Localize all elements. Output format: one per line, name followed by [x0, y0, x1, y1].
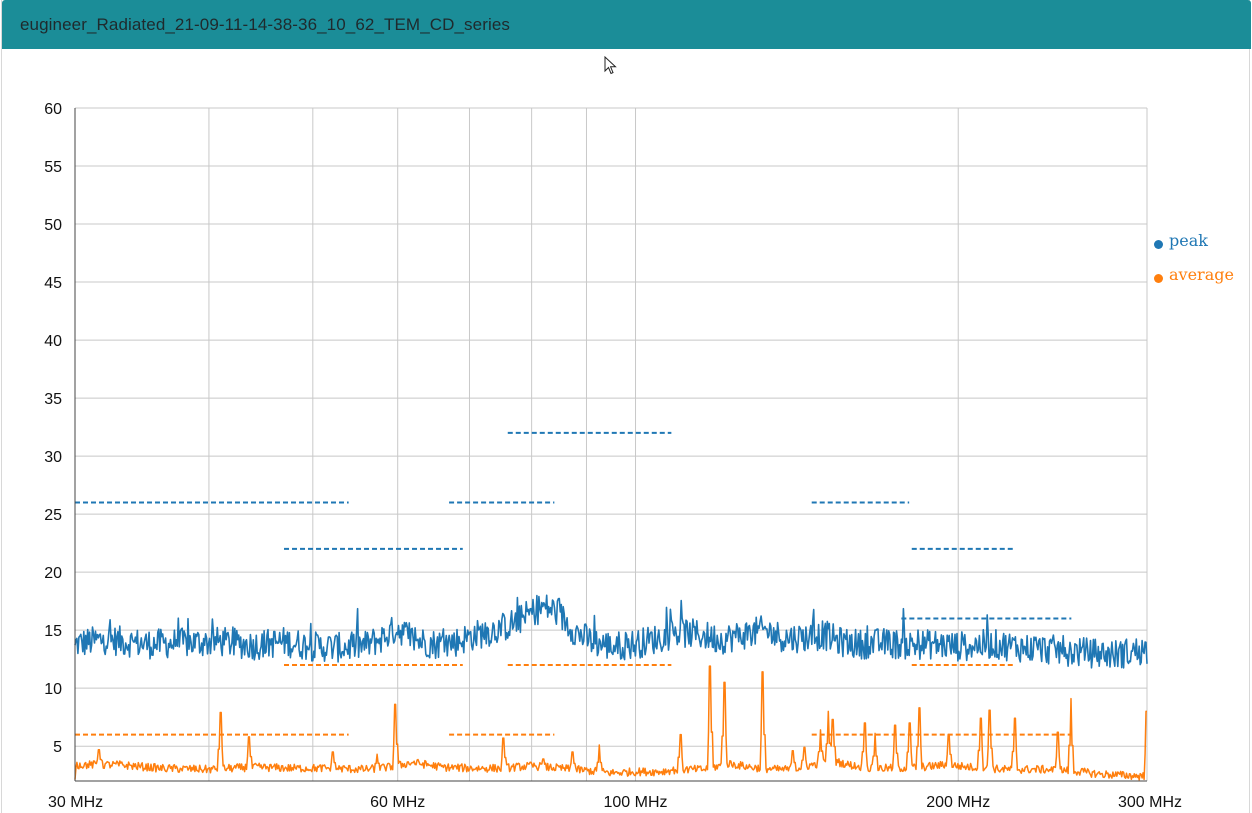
window-title: eugineer_Radiated_21-09-11-14-38-36_10_6…	[20, 15, 510, 34]
legend-label-peak: peak	[1169, 231, 1208, 250]
title-bar: eugineer_Radiated_21-09-11-14-38-36_10_6…	[2, 0, 1251, 49]
y-tick-label: 20	[44, 565, 62, 582]
y-tick-label: 15	[44, 623, 62, 640]
chart-axes	[74, 108, 1147, 782]
x-tick-label: 30 MHz	[48, 794, 103, 811]
y-tick-label: 25	[44, 507, 62, 524]
y-tick-label: 55	[44, 159, 62, 176]
y-tick-label: 40	[44, 333, 62, 350]
y-tick-label: 60	[44, 101, 62, 118]
x-tick-label: 60 MHz	[370, 794, 425, 811]
chart-grid	[74, 107, 1148, 781]
y-tick-label: 35	[44, 391, 62, 408]
x-axis-tick-labels: 30 MHz 60 MHz 100 MHz 200 MHz 300 MHz	[48, 794, 1182, 811]
y-tick-label: 50	[44, 217, 62, 234]
series-line-peak	[74, 594, 1148, 669]
y-axis-tick-labels: 5 10 15 20 25 30 35 40 45 50 55 60	[44, 101, 62, 756]
x-tick-label: 100 MHz	[604, 794, 668, 811]
series-line-average	[74, 665, 1147, 781]
x-tick-label: 200 MHz	[926, 794, 990, 811]
y-tick-label: 30	[44, 449, 62, 466]
x-tick-label: 300 MHz	[1118, 794, 1182, 811]
y-tick-label: 5	[53, 739, 62, 756]
limit-lines	[75, 431, 1072, 736]
y-tick-label: 45	[44, 275, 62, 292]
legend-label-average: average	[1169, 265, 1234, 284]
legend-dot-average	[1154, 274, 1163, 283]
data-series	[74, 594, 1148, 781]
mouse-cursor-icon	[604, 56, 617, 75]
legend-dot-peak	[1154, 240, 1163, 249]
y-tick-label: 10	[44, 681, 62, 698]
